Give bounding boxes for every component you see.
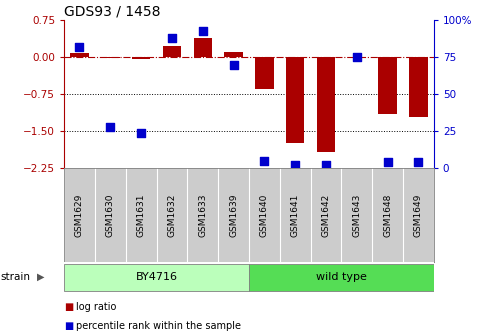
Text: GDS93 / 1458: GDS93 / 1458 [64, 5, 161, 19]
Point [384, 159, 391, 165]
Point [75, 44, 83, 49]
Bar [224, 52, 243, 57]
Text: wild type: wild type [316, 271, 367, 282]
Point [230, 62, 238, 67]
Bar [193, 38, 212, 57]
Text: ■: ■ [64, 321, 73, 331]
Bar [163, 46, 181, 57]
Point [199, 28, 207, 33]
Bar [132, 57, 150, 58]
Text: GSM1631: GSM1631 [137, 193, 145, 237]
Text: GSM1648: GSM1648 [383, 193, 392, 237]
Point [415, 159, 423, 165]
Bar [101, 57, 119, 58]
Text: BY4716: BY4716 [136, 271, 177, 282]
Point [106, 124, 114, 129]
Text: GSM1642: GSM1642 [321, 194, 330, 237]
Text: GSM1632: GSM1632 [168, 193, 176, 237]
Point [353, 54, 361, 60]
Bar [286, 57, 305, 143]
Bar [348, 57, 366, 58]
Text: GSM1629: GSM1629 [75, 193, 84, 237]
Text: GSM1640: GSM1640 [260, 193, 269, 237]
Bar [64, 263, 249, 291]
Point [322, 162, 330, 168]
Bar [378, 57, 397, 114]
Point [137, 130, 145, 135]
Bar [409, 57, 427, 117]
Text: GSM1649: GSM1649 [414, 193, 423, 237]
Point [260, 158, 268, 163]
Text: GSM1633: GSM1633 [198, 193, 207, 237]
Text: GSM1643: GSM1643 [352, 193, 361, 237]
Text: strain: strain [0, 272, 30, 282]
Bar [255, 57, 274, 89]
Text: log ratio: log ratio [76, 302, 117, 312]
Text: GSM1630: GSM1630 [106, 193, 115, 237]
Text: ■: ■ [64, 302, 73, 312]
Bar [317, 57, 335, 152]
Text: ▶: ▶ [37, 272, 44, 282]
Text: GSM1639: GSM1639 [229, 193, 238, 237]
Text: percentile rank within the sample: percentile rank within the sample [76, 321, 242, 331]
Text: GSM1641: GSM1641 [291, 193, 300, 237]
Bar [70, 53, 89, 57]
Point [168, 35, 176, 41]
Point [291, 162, 299, 168]
Bar [249, 263, 434, 291]
